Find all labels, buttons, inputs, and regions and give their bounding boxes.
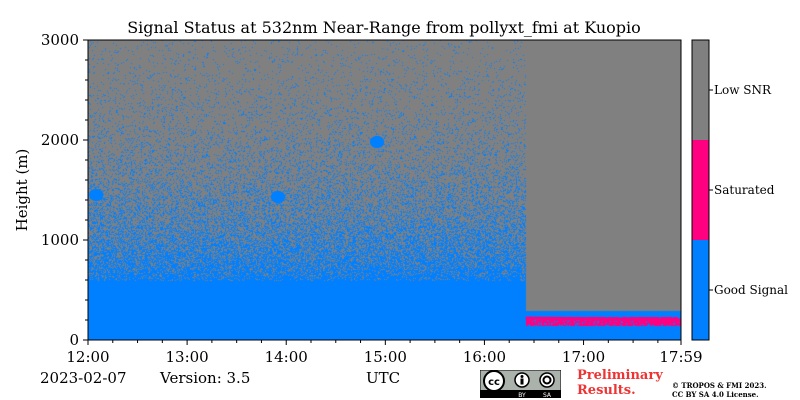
cc-license-badge: cc BY SA (480, 370, 561, 398)
preliminary-line-2: Results. (577, 383, 636, 398)
x-tick-label: 16:00 (463, 348, 506, 366)
colorbar-segment-saturated (692, 140, 709, 240)
preliminary-notice: Preliminary Results. (577, 368, 663, 398)
copyright-line-2: CC BY SA 4.0 License. (672, 390, 759, 399)
y-tick-label: 2000 (41, 131, 79, 149)
chart-title: Signal Status at 532nm Near-Range from p… (127, 18, 641, 37)
plot-frame (87, 39, 682, 341)
x-tick-label: 12:00 (66, 348, 109, 366)
copyright-line-1: © TROPOS & FMI 2023. (672, 381, 767, 390)
x-tick-label: 13:00 (165, 348, 208, 366)
y-tick-label: 0 (69, 331, 79, 349)
colorbar: Low SNR Saturated Good Signal (691, 39, 788, 341)
colorbar-label: Low SNR (714, 83, 772, 97)
y-axis: 0 1000 2000 3000 (41, 31, 88, 349)
cloud-patch-2 (270, 191, 285, 203)
x-axis: 12:00 13:00 14:00 15:00 16:00 17:00 17:59 (66, 340, 703, 366)
colorbar-label: Saturated (714, 183, 775, 197)
x-tick-label: 17:00 (562, 348, 605, 366)
badge-sa-text: SA (543, 392, 552, 398)
x-tick-label: 14:00 (265, 348, 308, 366)
cloud-patch-1 (89, 189, 104, 201)
y-tick-label: 1000 (41, 231, 79, 249)
version-label: Version: 3.5 (160, 369, 251, 387)
x-tick-label: 17:59 (659, 348, 702, 366)
x-axis-label: UTC (366, 369, 401, 387)
date-label: 2023-02-07 (40, 369, 127, 387)
signal-noise-image (88, 40, 681, 340)
signal-regions (89, 136, 682, 322)
svg-text:cc: cc (488, 377, 500, 388)
colorbar-segment-good-signal (692, 240, 709, 340)
badge-by-text: BY (518, 392, 526, 398)
saturated-layer (525, 316, 682, 322)
cloud-patch-3 (370, 136, 385, 148)
x-tick-label: 15:00 (364, 348, 407, 366)
copyright-notice: © TROPOS & FMI 2023. CC BY SA 4.0 Licens… (672, 381, 767, 399)
y-axis-label: Height (m) (13, 149, 31, 232)
y-tick-label: 3000 (41, 31, 79, 49)
colorbar-label: Good Signal (714, 283, 788, 297)
plot-area (87, 39, 682, 341)
preliminary-line-1: Preliminary (577, 368, 663, 383)
colorbar-segment-low-snr (692, 40, 709, 140)
sa-icon (539, 372, 555, 388)
